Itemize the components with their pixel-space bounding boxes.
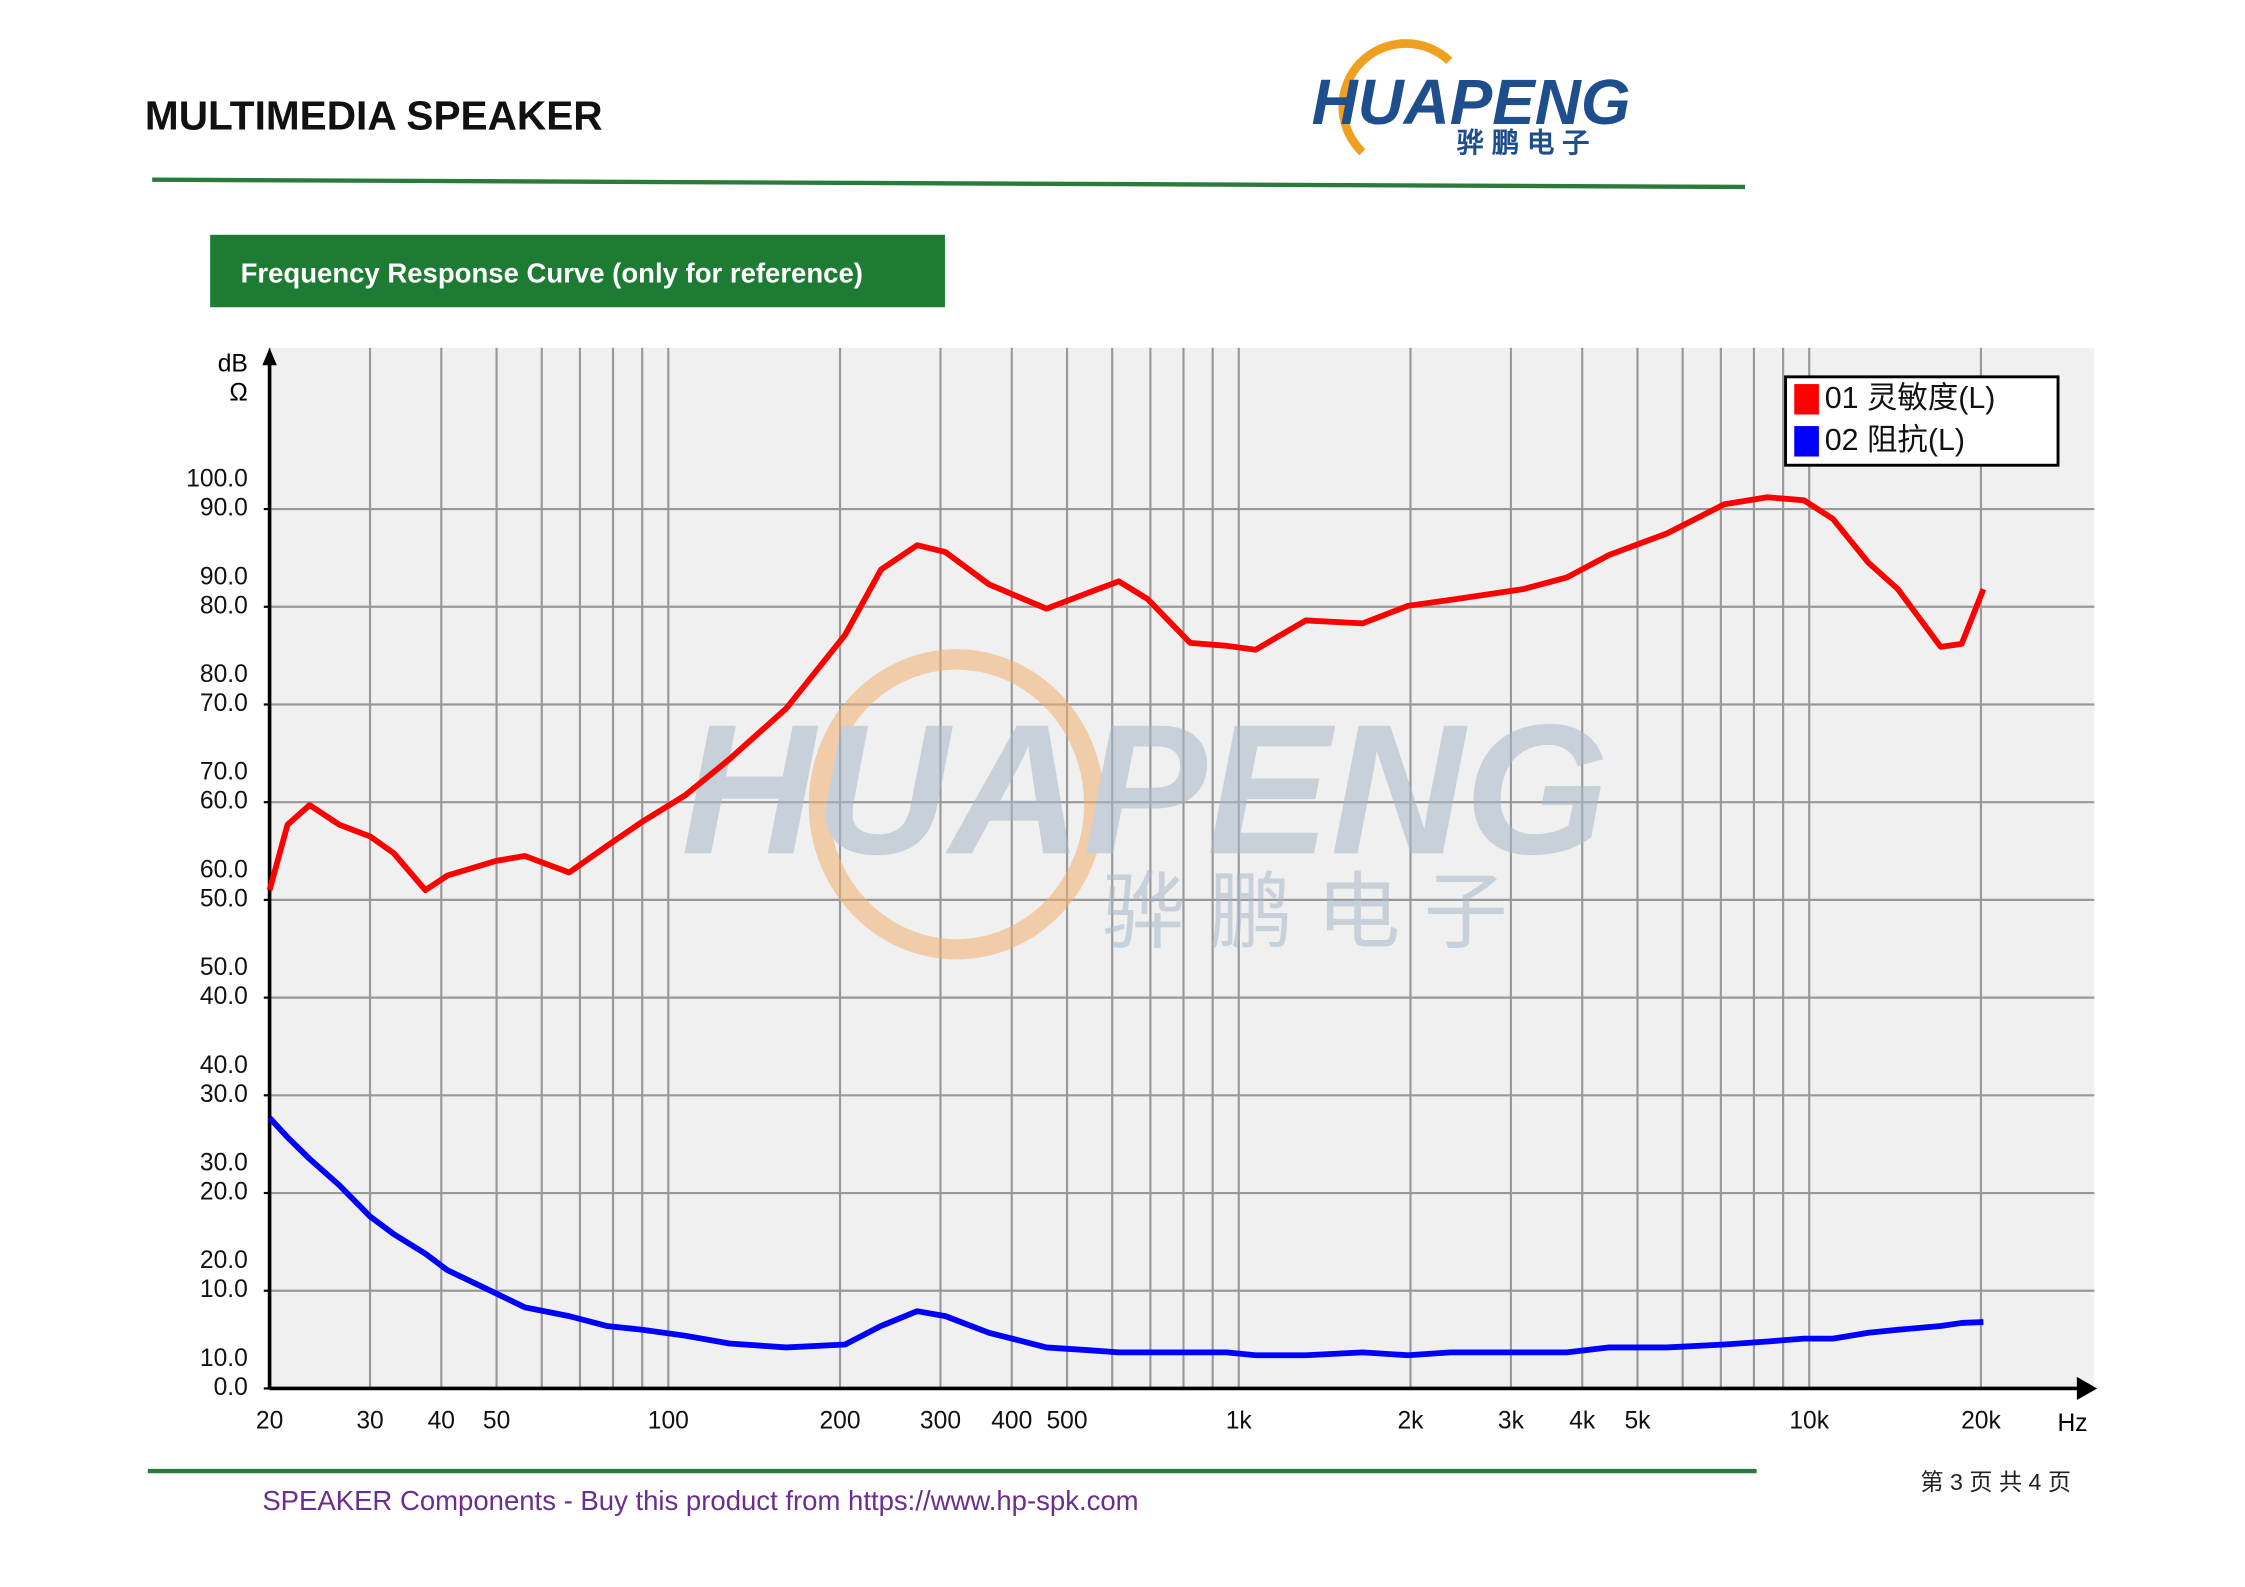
logo-subtext: 骅 鹏 电 子 — [1457, 127, 1590, 158]
y-tick-label: 80.0 — [200, 661, 248, 688]
x-axis-label: Hz — [2057, 1410, 2087, 1437]
x-tick-label: 50 — [483, 1407, 510, 1434]
legend: 01 灵敏度(L) 02 阻抗(L) — [1784, 375, 2060, 467]
y-tick-label: 10.0 — [200, 1345, 248, 1372]
logo-text: HUAPENG — [1312, 66, 1631, 138]
y2-tick-label: 50.0 — [200, 885, 248, 912]
y2-tick-label: 90.0 — [200, 495, 248, 522]
y2-tick-label: 0.0 — [214, 1374, 248, 1401]
x-tick-label: 20k — [1961, 1407, 2001, 1434]
y2-tick-label: 40.0 — [200, 983, 248, 1010]
x-tick-label: 4k — [1569, 1407, 1596, 1434]
y-tick-label: 70.0 — [200, 759, 248, 786]
y-axis-arrow — [262, 347, 277, 366]
series-line — [266, 494, 1987, 894]
page-number: 第 3 页 共 4 页 — [1920, 1469, 2071, 1495]
logo-arc — [1338, 39, 1453, 156]
legend-label: 02 阻抗(L) — [1825, 423, 1965, 457]
section-title: Frequency Response Curve (only for refer… — [241, 258, 863, 289]
x-tick-label: 30 — [356, 1407, 383, 1434]
x-tick-label: 400 — [991, 1407, 1032, 1434]
watermark-subtext: 骅 鹏 电 子 — [1101, 865, 1507, 959]
x-tick-label: 20 — [256, 1407, 283, 1434]
watermark: HUAPENG 骅 鹏 电 子 — [681, 649, 1609, 960]
x-tick-label: 2k — [1397, 1407, 1424, 1434]
x-tick-label: 500 — [1046, 1407, 1087, 1434]
header-rule — [152, 177, 1745, 190]
legend-swatch — [1794, 426, 1819, 457]
y-tick-label: 30.0 — [200, 1150, 248, 1177]
x-tick-label: 10k — [1789, 1407, 1829, 1434]
grid — [268, 347, 2095, 1390]
x-tick-label: 3k — [1498, 1407, 1525, 1434]
watermark-arc — [808, 649, 1105, 960]
y-tick-label: 50.0 — [200, 954, 248, 981]
x-tick-label: 300 — [920, 1407, 961, 1434]
section-box — [210, 234, 945, 308]
y-tick-label: 20.0 — [200, 1247, 248, 1274]
legend-swatch — [1794, 384, 1819, 415]
header-title: MULTIMEDIA SPEAKER — [145, 93, 603, 139]
footer-text: SPEAKER Components - Buy this product fr… — [262, 1485, 1138, 1516]
legend-label: 01 灵敏度(L) — [1825, 381, 1996, 415]
y2-tick-label: 10.0 — [200, 1276, 248, 1303]
y2-tick-label: 60.0 — [200, 788, 248, 815]
y2-tick-label: 30.0 — [200, 1081, 248, 1108]
series-line — [267, 1115, 1984, 1359]
y-axis-label: dB — [218, 351, 248, 378]
y-tick-label: 90.0 — [200, 563, 248, 590]
y-tick-label: 40.0 — [200, 1052, 248, 1079]
y-tick-label: 100.0 — [186, 466, 248, 493]
x-axis-arrow — [2076, 1376, 2098, 1401]
y2-tick-label: 70.0 — [200, 690, 248, 717]
x-tick-label: 100 — [648, 1407, 689, 1434]
x-tick-label: 1k — [1226, 1407, 1253, 1434]
y2-tick-label: 20.0 — [200, 1179, 248, 1206]
x-tick-label: 5k — [1624, 1407, 1651, 1434]
y-tick-label: 60.0 — [200, 856, 248, 883]
legend-box — [1784, 375, 2060, 467]
y2-axis-label: Ω — [229, 380, 247, 407]
x-tick-label: 40 — [428, 1407, 455, 1434]
marks: 20 30 40 50 100 200 300 400 500 1k 2k 3k 4k 5k 10k 20k 1… — [186, 347, 2098, 1437]
x-tick-label: 200 — [819, 1407, 860, 1434]
y2-tick-label: 80.0 — [200, 592, 248, 619]
watermark-text: HUAPENG — [681, 686, 1609, 893]
